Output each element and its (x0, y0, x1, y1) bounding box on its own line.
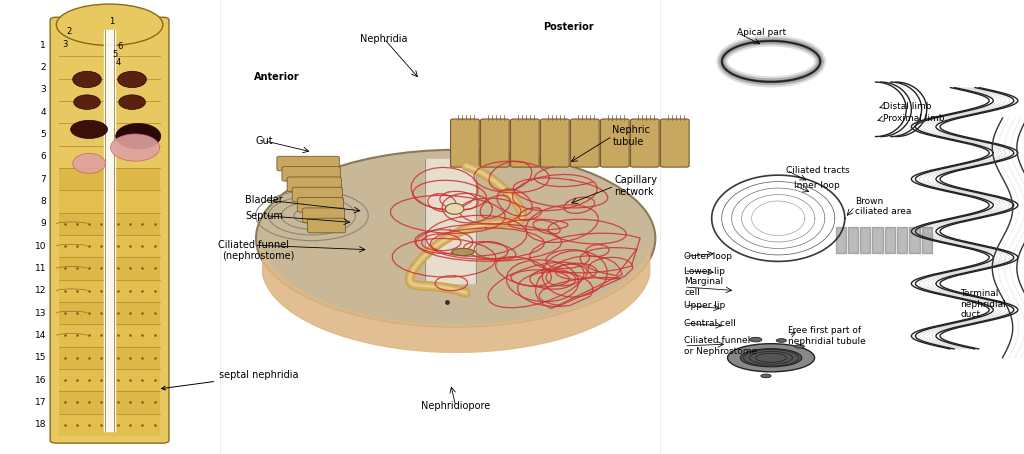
Text: 5: 5 (40, 130, 46, 139)
Text: Ciliated tracts: Ciliated tracts (786, 166, 850, 175)
Text: 3: 3 (61, 40, 68, 49)
Circle shape (256, 150, 655, 327)
Text: 2: 2 (41, 63, 46, 72)
FancyBboxPatch shape (59, 280, 160, 302)
Text: Upper lip: Upper lip (684, 301, 725, 310)
Text: Brown
ciliated area: Brown ciliated area (855, 197, 911, 216)
Text: Central cell: Central cell (684, 319, 736, 328)
Text: 11: 11 (35, 264, 46, 273)
Text: Nephric
tubule: Nephric tubule (612, 125, 650, 147)
Text: Ciliated funnel
or Nephrostome: Ciliated funnel or Nephrostome (684, 336, 757, 355)
FancyBboxPatch shape (451, 119, 479, 167)
Ellipse shape (116, 123, 161, 149)
Ellipse shape (445, 203, 464, 214)
Text: Septum: Septum (245, 211, 284, 221)
Text: Lower lip: Lower lip (684, 266, 725, 276)
FancyBboxPatch shape (541, 119, 569, 167)
FancyBboxPatch shape (59, 414, 160, 436)
Text: 6: 6 (117, 42, 123, 51)
FancyBboxPatch shape (59, 391, 160, 414)
Text: 4: 4 (41, 108, 46, 117)
FancyBboxPatch shape (282, 167, 340, 181)
Ellipse shape (761, 374, 771, 378)
Text: Gut: Gut (255, 136, 273, 146)
Text: Outer loop: Outer loop (684, 252, 732, 261)
Text: 15: 15 (35, 353, 46, 362)
FancyBboxPatch shape (50, 17, 169, 443)
FancyBboxPatch shape (59, 168, 160, 190)
Text: Marginal
cell: Marginal cell (684, 277, 723, 296)
FancyBboxPatch shape (287, 177, 341, 192)
Text: Apical part: Apical part (737, 28, 786, 37)
FancyBboxPatch shape (292, 187, 342, 202)
FancyBboxPatch shape (59, 235, 160, 257)
Text: Proximal limb: Proximal limb (883, 114, 944, 123)
Text: 13: 13 (35, 309, 46, 317)
FancyBboxPatch shape (297, 197, 343, 212)
Text: 6: 6 (40, 153, 46, 161)
FancyBboxPatch shape (59, 369, 160, 391)
Text: 3: 3 (40, 85, 46, 94)
Ellipse shape (119, 95, 145, 109)
FancyBboxPatch shape (631, 119, 659, 167)
Text: 2: 2 (66, 27, 72, 36)
FancyBboxPatch shape (570, 119, 599, 167)
Text: 7: 7 (40, 175, 46, 183)
Text: 5: 5 (112, 50, 118, 59)
FancyBboxPatch shape (59, 212, 160, 235)
FancyBboxPatch shape (59, 190, 160, 212)
Text: Terminal
nephridial
duct: Terminal nephridial duct (961, 289, 1006, 319)
Ellipse shape (73, 153, 105, 173)
Ellipse shape (750, 337, 762, 342)
Text: septal nephridia: septal nephridia (162, 370, 299, 390)
FancyBboxPatch shape (59, 346, 160, 369)
Text: (nephrostome): (nephrostome) (222, 251, 294, 261)
Ellipse shape (74, 95, 100, 109)
FancyBboxPatch shape (276, 156, 339, 171)
Ellipse shape (111, 134, 160, 161)
Text: 4: 4 (115, 58, 121, 67)
Text: 1: 1 (109, 17, 115, 26)
Ellipse shape (73, 71, 101, 88)
Text: 1: 1 (40, 41, 46, 49)
Text: Inner loop: Inner loop (794, 181, 840, 190)
FancyBboxPatch shape (59, 324, 160, 346)
Text: 17: 17 (35, 398, 46, 407)
Text: 16: 16 (35, 375, 46, 385)
Ellipse shape (452, 248, 474, 256)
Ellipse shape (776, 339, 786, 342)
Text: 12: 12 (35, 286, 46, 295)
FancyBboxPatch shape (302, 208, 344, 222)
Text: Anterior: Anterior (254, 72, 299, 82)
FancyBboxPatch shape (59, 257, 160, 280)
Ellipse shape (795, 345, 805, 348)
FancyBboxPatch shape (307, 218, 345, 233)
Text: 10: 10 (35, 242, 46, 251)
FancyBboxPatch shape (660, 119, 689, 167)
Ellipse shape (727, 344, 815, 372)
FancyBboxPatch shape (511, 119, 540, 167)
Ellipse shape (118, 71, 146, 88)
Text: Distal limb: Distal limb (883, 102, 931, 111)
Text: 18: 18 (35, 420, 46, 429)
Text: Free first part of
nephridial tubule: Free first part of nephridial tubule (788, 326, 866, 345)
Text: Capillary
network: Capillary network (614, 175, 657, 197)
Text: Nephridiopore: Nephridiopore (421, 401, 490, 411)
Text: Bladder: Bladder (246, 195, 283, 205)
Text: Ciliated funnel: Ciliated funnel (218, 240, 290, 250)
Text: Posterior: Posterior (543, 22, 594, 32)
Text: 9: 9 (40, 219, 46, 228)
FancyBboxPatch shape (59, 302, 160, 324)
Ellipse shape (71, 120, 108, 138)
FancyBboxPatch shape (480, 119, 509, 167)
Ellipse shape (740, 349, 802, 367)
FancyBboxPatch shape (600, 119, 629, 167)
Text: 8: 8 (40, 197, 46, 206)
Text: 14: 14 (35, 331, 46, 340)
Text: Nephridia: Nephridia (360, 34, 408, 44)
Ellipse shape (56, 4, 163, 45)
